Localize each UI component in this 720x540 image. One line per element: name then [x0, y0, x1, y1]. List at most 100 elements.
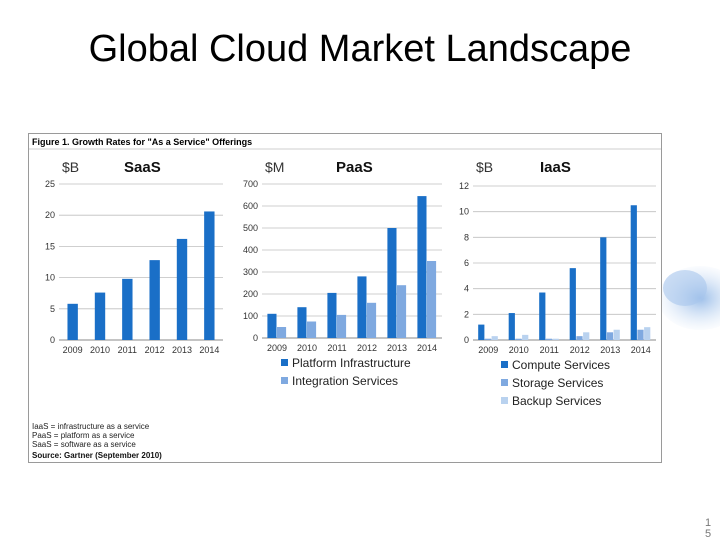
- x-tick-label: 2012: [570, 345, 590, 355]
- x-tick-label: 2011: [540, 345, 559, 355]
- y-tick-label: 6: [464, 258, 469, 268]
- panel-unit: $B: [476, 159, 493, 175]
- x-tick-label: 2011: [327, 343, 346, 353]
- slide-title: Global Cloud Market Landscape: [88, 28, 632, 70]
- x-tick-label: 2010: [90, 345, 110, 355]
- x-tick-label: 2014: [631, 345, 651, 355]
- x-tick-label: 2009: [478, 345, 498, 355]
- bar: [613, 329, 620, 340]
- figure-caption: Figure 1. Growth Rates for "As a Service…: [32, 137, 252, 147]
- bar: [397, 285, 407, 338]
- y-tick-label: 4: [464, 284, 469, 294]
- panel-title: PaaS: [336, 159, 373, 176]
- bar: [576, 336, 583, 340]
- x-tick-label: 2010: [297, 343, 317, 353]
- bar: [606, 332, 614, 340]
- y-tick-label: 20: [45, 210, 55, 220]
- bar: [478, 324, 485, 340]
- x-tick-label: 2014: [417, 343, 437, 353]
- panel-unit: $B: [62, 159, 79, 175]
- bar: [204, 211, 215, 340]
- note-iaas: IaaS = infrastructure as a service: [32, 422, 150, 431]
- y-tick-label: 600: [243, 201, 258, 211]
- bar: [176, 238, 188, 340]
- legend-label: Backup Services: [512, 394, 601, 408]
- page-number: 1 5: [705, 518, 711, 540]
- x-tick-label: 2011: [118, 345, 137, 355]
- bar: [327, 292, 337, 338]
- y-tick-label: 500: [243, 223, 258, 233]
- gartner-figure: Figure 1. Growth Rates for "As a Service…: [28, 133, 662, 463]
- bar: [307, 321, 317, 338]
- legend-label: Integration Services: [292, 374, 398, 388]
- y-tick-label: 0: [50, 335, 55, 345]
- y-tick-label: 400: [243, 245, 258, 255]
- y-tick-label: 10: [45, 273, 55, 283]
- y-tick-label: 25: [45, 179, 55, 189]
- bar: [644, 327, 651, 340]
- bar: [484, 338, 492, 340]
- legend-swatch: [501, 397, 508, 404]
- bar: [387, 228, 397, 338]
- cloud-decoration: [658, 266, 720, 330]
- bar: [357, 276, 367, 338]
- x-tick-label: 2009: [63, 345, 83, 355]
- bar: [67, 303, 78, 340]
- bar: [630, 205, 637, 340]
- y-tick-label: 5: [50, 304, 55, 314]
- y-tick-label: 2: [464, 309, 469, 319]
- bar: [569, 268, 576, 340]
- y-tick-label: 200: [243, 289, 258, 299]
- y-tick-label: 0: [464, 335, 469, 345]
- bar: [337, 314, 347, 338]
- source-note: Source: Gartner (September 2010): [32, 451, 162, 460]
- bar: [94, 292, 106, 340]
- x-tick-label: 2012: [145, 345, 165, 355]
- x-tick-label: 2012: [357, 343, 377, 353]
- bar: [367, 302, 377, 338]
- bar: [583, 332, 590, 340]
- bar: [297, 307, 307, 338]
- x-tick-label: 2013: [387, 343, 407, 353]
- panel-title: IaaS: [540, 159, 571, 176]
- bar: [508, 313, 515, 340]
- y-tick-label: 8: [464, 232, 469, 242]
- note-saas: SaaS = software as a service: [32, 440, 136, 449]
- x-tick-label: 2013: [600, 345, 620, 355]
- x-tick-label: 2013: [172, 345, 192, 355]
- x-tick-label: 2009: [267, 343, 287, 353]
- y-tick-label: 15: [45, 241, 55, 251]
- legend-swatch: [501, 379, 508, 386]
- y-tick-label: 12: [459, 181, 469, 191]
- note-paas: PaaS = platform as a service: [32, 431, 135, 440]
- bar: [522, 334, 529, 340]
- x-tick-label: 2010: [509, 345, 529, 355]
- bar: [277, 327, 287, 338]
- bar: [267, 313, 277, 338]
- legend-swatch: [281, 377, 288, 384]
- legend-label: Compute Services: [512, 358, 610, 372]
- y-tick-label: 0: [253, 333, 258, 343]
- legend-swatch: [501, 361, 508, 368]
- bar: [149, 260, 160, 340]
- bar: [417, 196, 427, 338]
- panel-unit: $M: [265, 159, 284, 175]
- bar: [515, 338, 522, 340]
- bar: [122, 278, 133, 340]
- bar: [637, 329, 644, 340]
- y-tick-label: 10: [459, 207, 469, 217]
- legend-label: Storage Services: [512, 376, 603, 390]
- bar: [600, 237, 607, 340]
- bar: [545, 338, 553, 340]
- x-tick-label: 2014: [199, 345, 219, 355]
- legend-label: Platform Infrastructure: [292, 356, 411, 370]
- bar: [427, 261, 437, 338]
- bar: [491, 336, 498, 340]
- bar: [552, 338, 559, 340]
- bar: [539, 292, 546, 340]
- page-number-text: 1 5: [705, 517, 712, 540]
- panel-title: SaaS: [124, 159, 161, 176]
- y-tick-label: 100: [243, 311, 258, 321]
- y-tick-label: 300: [243, 267, 258, 277]
